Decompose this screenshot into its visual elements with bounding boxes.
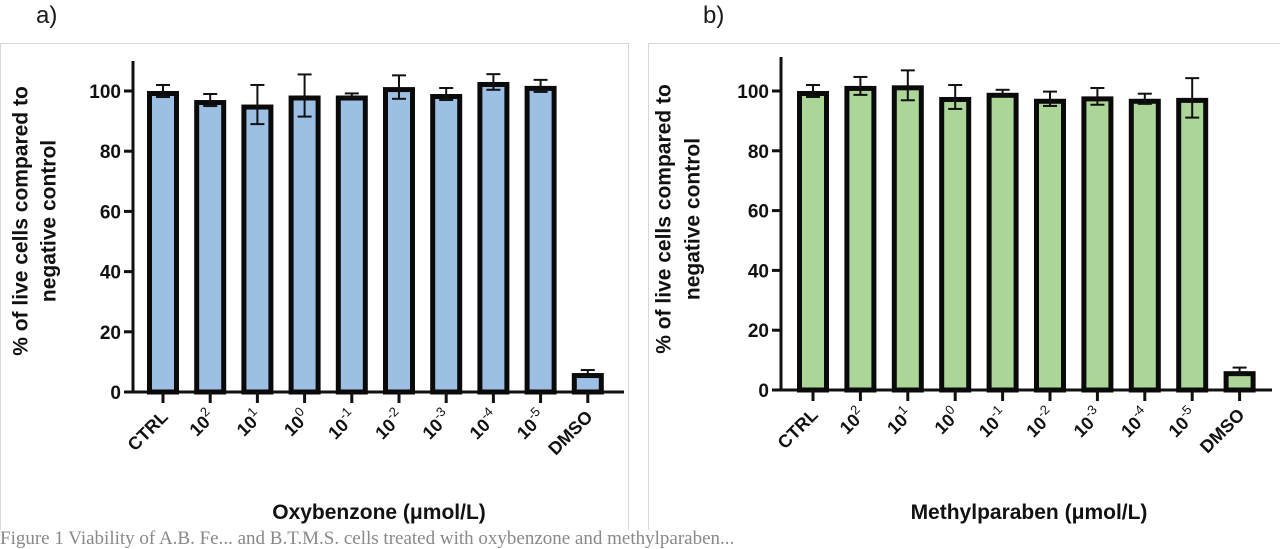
x-tick-label: 100 xyxy=(277,404,313,440)
x-tick-label: 10-1 xyxy=(321,404,360,443)
y-tick-label: 20 xyxy=(100,323,121,344)
x-tick-label: 102 xyxy=(833,402,869,438)
bar xyxy=(1081,96,1114,393)
x-tick-label: 10-3 xyxy=(1067,402,1106,441)
bar xyxy=(1128,98,1161,393)
x-tick-label: 10-5 xyxy=(510,404,549,443)
figure-caption: Figure 1 Viability of A.B. Fe... and B.T… xyxy=(0,529,735,549)
bar xyxy=(844,85,877,393)
x-tick-label: 10-2 xyxy=(369,404,408,443)
y-tick-label: 80 xyxy=(100,142,121,163)
y-tick-label: 20 xyxy=(748,321,769,342)
x-tick-label: 101 xyxy=(230,404,266,440)
bar xyxy=(1034,98,1066,393)
bar xyxy=(241,104,274,395)
bar xyxy=(477,81,510,395)
panel-a-label: a) xyxy=(36,2,58,29)
y-tick-label: 0 xyxy=(110,383,121,404)
x-tick-label: 101 xyxy=(880,402,916,438)
x-tick-label: 10-3 xyxy=(416,404,455,443)
x-tick-label: DMSO xyxy=(544,407,596,459)
y-axis-title: % of live cells compared to xyxy=(652,84,675,354)
panel-b-label: b) xyxy=(703,2,725,29)
bar xyxy=(986,92,1019,393)
x-tick-label: 10-4 xyxy=(1114,402,1153,441)
x-tick-label: 100 xyxy=(928,402,964,438)
bar xyxy=(571,373,604,395)
x-axis-title: Methylparaben (μmol/L) xyxy=(911,501,1148,524)
bar xyxy=(891,85,924,393)
y-tick-label: 40 xyxy=(748,261,769,282)
x-tick-label: CTRL xyxy=(124,407,172,455)
x-tick-label: 10-5 xyxy=(1162,402,1201,441)
y-axis-title: negative control xyxy=(37,140,60,302)
y-axis-title: negative control xyxy=(681,138,704,300)
bar xyxy=(147,91,179,395)
x-tick-label: 10-2 xyxy=(1020,402,1059,441)
panel-b-frame xyxy=(648,43,1280,530)
bar xyxy=(288,95,321,395)
y-axis-title: % of live cells compared to xyxy=(9,86,32,356)
x-axis-title: Oxybenzone (μmol/L) xyxy=(272,501,486,524)
bar xyxy=(335,95,368,395)
bar xyxy=(383,87,415,395)
bar xyxy=(430,94,463,395)
y-tick-label: 0 xyxy=(758,381,769,402)
panel-a-frame xyxy=(0,43,629,530)
x-tick-label: 10-4 xyxy=(463,404,502,443)
y-tick-label: 60 xyxy=(100,202,121,223)
y-tick-label: 80 xyxy=(748,142,769,163)
bar xyxy=(1223,371,1256,393)
bar xyxy=(939,96,972,393)
bar xyxy=(524,85,557,395)
x-tick-label: DMSO xyxy=(1196,405,1248,457)
x-tick-label: 102 xyxy=(183,404,219,440)
x-tick-label: 10-1 xyxy=(972,402,1011,441)
chart-panel-a: 0 20 40 60 80 100 % of live cells compared to n… xyxy=(9,61,624,524)
bar xyxy=(1176,97,1209,393)
chart-panel-b: 0 20 40 60 80 100 % of live cells compared to n… xyxy=(652,57,1272,524)
bar xyxy=(194,100,227,395)
y-tick-label: 40 xyxy=(100,263,121,284)
y-tick-label: 100 xyxy=(89,82,121,103)
bar xyxy=(797,91,829,393)
y-tick-label: 100 xyxy=(737,82,769,103)
x-tick-label: CTRL xyxy=(774,405,822,453)
y-tick-label: 60 xyxy=(748,202,769,223)
